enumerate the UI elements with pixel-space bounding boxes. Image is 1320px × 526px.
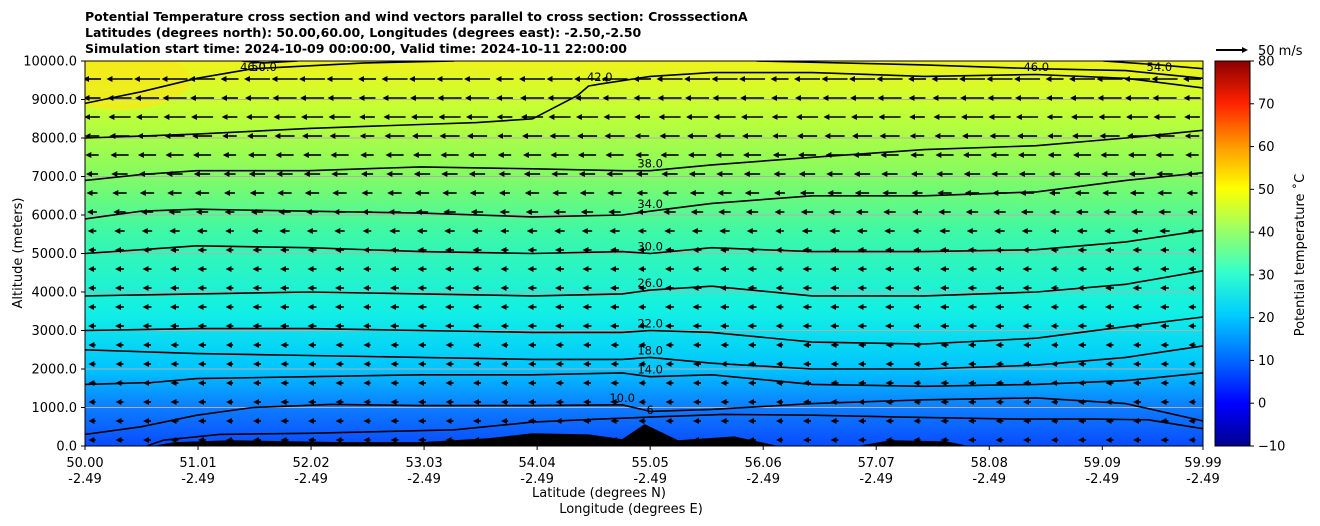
x-tick-label-lat: 52.02 [292,456,329,471]
y-tick-label: 4000.0 [32,286,78,301]
x-tick-label-lat: 57.07 [858,456,895,471]
y-axis: 0.0 1000.0 2000.0 3000.0 4000.0 5000.0 6000.0 7… [23,55,85,455]
colorbar-tick-label: 10 [1258,354,1275,369]
contour-label: 50.0 [251,60,277,74]
x-tick-label-lat: 54.04 [519,456,556,471]
x-tick-label-lon: -2.49 [859,472,893,487]
colorbar-gradient [1214,60,1251,447]
colorbar-tick-label: 40 [1258,226,1275,241]
contour-line [85,397,1203,436]
x-axis: 50.00-2.4951.01-2.4952.02-2.4953.03-2.49… [66,446,1222,487]
x-tick-label-lon: -2.49 [294,472,328,487]
x-tick-label-lat: 51.01 [179,456,216,471]
contour-label: 6 [646,403,653,417]
y-tick-label: 5000.0 [32,247,78,262]
y-tick-label: 7000.0 [32,170,78,185]
title-line-1: Potential Temperature cross section and … [85,9,748,24]
plot-area: 6 10.014.0 18.0 22.0 26.0 30.0 34.0 38.0 42.0 46.… [84,60,1204,447]
x-tick-label-lon: -2.49 [1085,472,1119,487]
y-tick-label: 3000.0 [32,324,78,339]
contour-line [85,61,455,105]
contour-line [85,71,1203,139]
x-tick-label-lon: -2.49 [746,472,780,487]
title-line-2: Latitudes (degrees north): 50.00,60.00, … [85,25,642,40]
contour-line [1103,61,1203,70]
wind-vectors [85,76,1202,443]
colorbar-tick-label: 80 [1258,55,1275,70]
contour-label: 46.0 [1023,60,1049,74]
x-tick-label-lat: 53.03 [405,456,442,471]
contour-label: 38.0 [637,157,663,171]
x-tick-label-lon: -2.49 [520,472,554,487]
y-tick-label: 6000.0 [32,209,78,224]
y-tick-label: 0.0 [56,440,77,455]
contour-line [85,229,1203,255]
x-tick-label-lon: -2.49 [1186,472,1220,487]
colorbar-tick-label: −10 [1258,440,1285,455]
x-tick-label-lon: -2.49 [633,472,667,487]
colorbar-tick-label: 30 [1258,268,1275,283]
chart-title: Potential Temperature cross section and … [85,9,748,57]
x-tick-label-lat: 58.08 [971,456,1008,471]
colorbar-tick-label: 70 [1258,97,1275,112]
contour-label: 34.0 [637,197,663,211]
contour-lines: 6 10.014.0 18.0 22.0 26.0 30.0 34.0 38.0 42.0 46.… [85,60,1203,446]
contour-line [85,270,1203,297]
colorbar-label: Potential temperature ˚C [1292,174,1308,337]
quiver-key: 50 m/s [1216,44,1303,59]
x-tick-label-lat: 59.99 [1184,456,1221,471]
contour-line [85,316,1203,345]
contour-label: 30.0 [637,240,663,254]
y-tick-label: 2000.0 [32,363,78,378]
y-tick-label: 9000.0 [32,93,78,108]
contour-line [85,171,1203,220]
x-tick-label-lat: 50.00 [66,456,103,471]
colorbar: Potential temperature ˚C −10 0 10 20 30 40 50 6… [1214,55,1308,455]
contour-label: 54.0 [1147,60,1173,74]
colorbar-tick-label: 0 [1258,397,1266,412]
x-tick-label-lon: -2.49 [68,472,102,487]
y-axis-title: Altitude (meters) [11,198,26,309]
contour-label: 42.0 [587,70,613,84]
x-tick-label-lat: 55.05 [632,456,669,471]
y-tick-label: 1000.0 [32,401,78,416]
contour-label: 46.0 [240,60,266,74]
contour-label: 26.0 [637,276,663,290]
colorbar-tick-label: 50 [1258,183,1275,198]
quiver-key-label: 50 m/s [1258,44,1303,59]
x-axis-title-2: Longitude (degrees E) [559,502,703,517]
x-axis-title-1: Latitude (degrees N) [532,486,666,501]
colorbar-tick-label: 20 [1258,311,1275,326]
contour-line [756,61,1203,80]
contour-line [146,413,1203,446]
colorbar-tick-label: 60 [1258,140,1275,155]
y-tick-label: 8000.0 [32,132,78,147]
x-tick-label-lat: 59.09 [1084,456,1121,471]
contour-line [241,61,298,64]
contour-label: 10.0 [609,391,635,405]
contour-label: 22.0 [637,317,663,331]
contour-line [85,372,1203,388]
contour-line [85,345,1203,370]
x-tick-label-lon: -2.49 [181,472,215,487]
terrain [152,424,970,446]
title-line-3: Simulation start time: 2024-10-09 00:00:… [85,41,627,56]
contour-label: 14.0 [637,363,663,377]
x-tick-label-lon: -2.49 [407,472,441,487]
x-tick-label-lon: -2.49 [972,472,1006,487]
contour-line [85,129,1203,182]
x-tick-label-lat: 56.06 [745,456,782,471]
y-tick-label: 10000.0 [23,55,77,70]
contour-label: 18.0 [637,343,663,357]
